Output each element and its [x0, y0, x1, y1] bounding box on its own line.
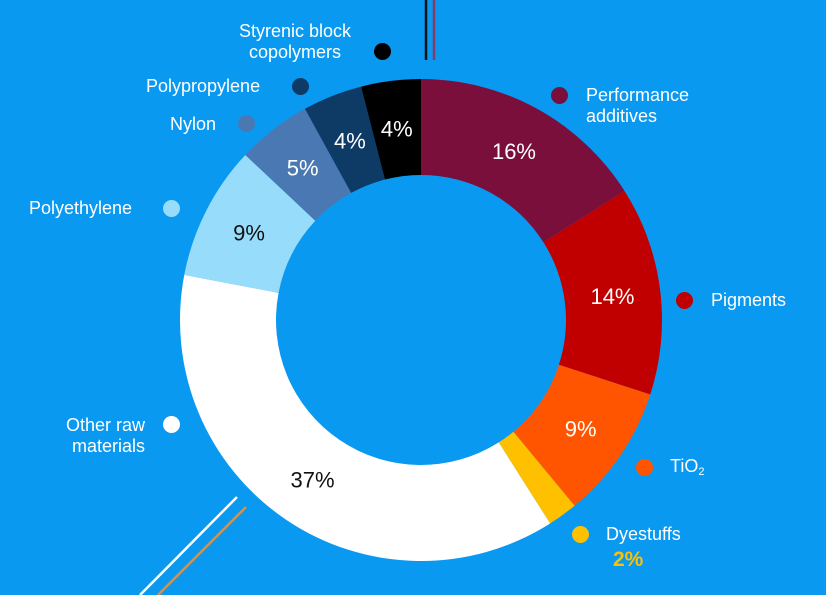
slice-tio2 — [513, 364, 651, 506]
slice-label-styrenic-block-copolymers: 4% — [381, 117, 413, 142]
legend-label-styrenic: Styrenic block copolymers — [230, 21, 360, 63]
slice-pigments — [543, 190, 663, 395]
legend-styrenic-line2: copolymers — [248, 42, 342, 62]
slice-polyethylene — [184, 155, 316, 293]
slice-label-polypropylene: 4% — [334, 129, 366, 154]
slice-performance-additives — [421, 79, 625, 243]
legend-dot-pigments — [676, 292, 693, 309]
legend-tio2-main: TiO — [670, 456, 699, 476]
legend-dyestuffs-percent: 2% — [613, 548, 644, 571]
legend-tio2-sub: 2 — [698, 466, 705, 478]
slice-label-performance-additives: 16% — [492, 139, 536, 164]
legend-dot-styrenic — [374, 43, 391, 60]
legend-dot-performance — [551, 87, 568, 104]
legend-dot-nylon — [238, 115, 255, 132]
legend-dot-polypropylene — [292, 78, 309, 95]
slice-dyestuffs — [498, 431, 575, 524]
legend-label-tio2: TiO2 — [670, 456, 704, 483]
legend-dot-other — [163, 416, 180, 433]
legend-dot-dyestuffs — [572, 526, 589, 543]
legend-dot-tio2 — [636, 459, 653, 476]
legend-other-line1: Other raw — [65, 415, 145, 435]
slice-other-raw-materials — [179, 274, 551, 562]
legend-label-polyethylene: Polyethylene — [29, 198, 133, 218]
legend-label-dyestuffs: Dyestuffs — [606, 524, 681, 544]
slice-polypropylene — [304, 86, 385, 193]
legend-dot-polyethylene — [163, 200, 180, 217]
legend-other-line2: materials — [71, 436, 145, 456]
legend-label-nylon: Nylon — [170, 114, 217, 134]
legend-performance-line1: Performance — [586, 85, 690, 105]
decor-line-bottom-orange — [157, 506, 247, 595]
decor-line-bottom-white — [139, 496, 238, 595]
legend-label-other: Other raw materials — [30, 415, 145, 457]
slice-label-tio2: 9% — [565, 416, 597, 441]
legend-styrenic-line1: Styrenic block — [238, 21, 352, 41]
slice-label-other-raw-materials: 37% — [290, 468, 334, 493]
slice-label-pigments: 14% — [590, 284, 634, 309]
legend-label-polypropylene: Polypropylene — [146, 76, 261, 96]
slice-nylon — [245, 108, 352, 221]
slice-label-polyethylene: 9% — [233, 220, 265, 245]
legend-label-pigments: Pigments — [711, 290, 787, 310]
legend-performance-line2: additives — [586, 106, 658, 126]
slice-styrenic-block-copolymers — [361, 79, 421, 180]
legend-label-performance: Performance additives — [586, 85, 689, 127]
slice-label-nylon: 5% — [287, 156, 319, 181]
